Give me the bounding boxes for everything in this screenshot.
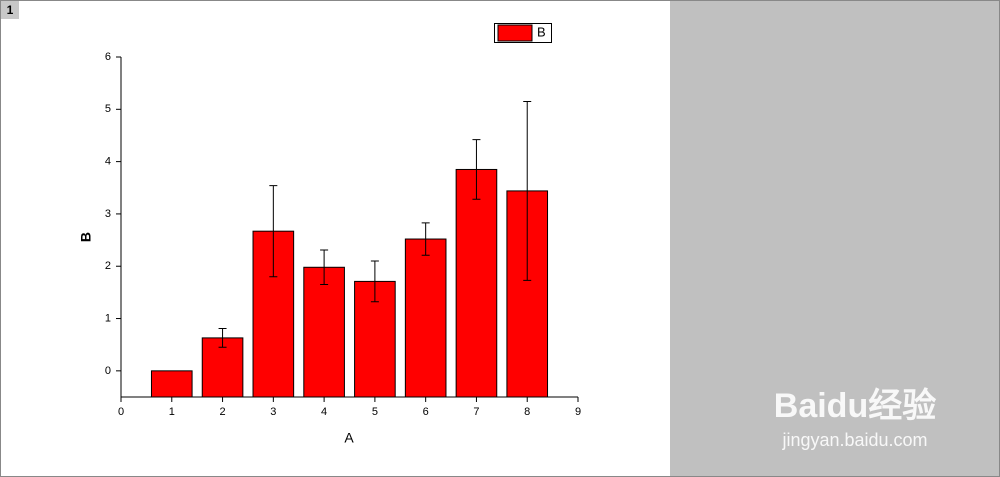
legend-label: B bbox=[537, 24, 546, 39]
y-tick-label: 2 bbox=[105, 260, 111, 272]
error-bar bbox=[472, 139, 481, 200]
x-tick-label: 3 bbox=[270, 406, 276, 418]
x-tick-label: 4 bbox=[321, 406, 327, 418]
legend-swatch bbox=[497, 24, 533, 42]
watermark-url: jingyan.baidu.com bbox=[781, 430, 927, 450]
x-tick-label: 5 bbox=[372, 406, 378, 418]
error-bar bbox=[269, 185, 278, 278]
x-tick-label: 9 bbox=[575, 406, 581, 418]
error-bar bbox=[218, 327, 227, 348]
page-label: 1 bbox=[7, 3, 14, 17]
x-tick-label: 7 bbox=[473, 406, 479, 418]
watermark-brand: Baidu经验 bbox=[774, 386, 936, 425]
x-tick-label: 2 bbox=[219, 406, 225, 418]
workspace-background bbox=[670, 0, 1000, 477]
y-tick-label: 4 bbox=[105, 156, 111, 168]
y-tick-label: 5 bbox=[105, 103, 111, 115]
x-tick-label: 1 bbox=[169, 406, 175, 418]
bar bbox=[303, 266, 345, 398]
y-tick-label: 1 bbox=[105, 312, 111, 324]
error-bar bbox=[320, 249, 329, 286]
x-tick-label: 6 bbox=[423, 406, 429, 418]
error-bar bbox=[523, 100, 532, 281]
x-tick-label: 8 bbox=[524, 406, 530, 418]
error-bar bbox=[370, 260, 379, 303]
y-tick-label: 0 bbox=[105, 365, 111, 377]
x-axis-label: A bbox=[344, 430, 354, 446]
y-axis-label: B bbox=[78, 232, 94, 242]
page-tab[interactable] bbox=[1, 1, 19, 19]
bar bbox=[455, 168, 498, 398]
error-bar bbox=[421, 222, 430, 256]
bar bbox=[404, 238, 447, 398]
bar bbox=[150, 370, 193, 398]
y-tick-label: 3 bbox=[105, 208, 111, 220]
x-tick-label: 0 bbox=[118, 406, 124, 418]
y-tick-label: 6 bbox=[105, 51, 111, 63]
